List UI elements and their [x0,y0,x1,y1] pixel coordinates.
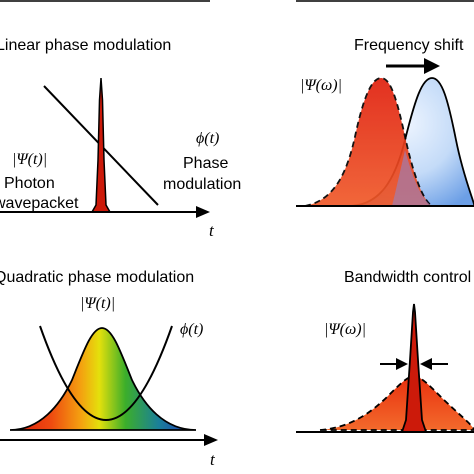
axis-arrowhead-quadratic [204,434,218,446]
phase-label: Phase [183,155,228,172]
modulation-label: modulation [163,176,241,193]
overlap-region [392,150,432,206]
psi-omega-label-bandwidth: |Ψ(ω)| [324,321,366,338]
axis-arrowhead-linear [196,206,210,218]
wavepacket-label: wavepacket [0,195,79,212]
broad-spectrum [319,375,474,431]
panel-title-linear: Linear phase modulation [0,37,171,54]
panel-title-bandwidth: Bandwidth control [344,269,471,286]
panel-quadratic-phase: Quadratic phase modulation |Ψ(t)| ϕ(t) t [0,269,218,469]
photon-wavepacket-pulse [90,77,112,213]
phi-t-label-quadratic: ϕ(t) [180,321,203,338]
panel-title-frequency-shift: Frequency shift [354,37,464,54]
bandwidth-arrow-right-head [420,358,432,370]
chirped-wavepacket [9,327,197,431]
shift-arrowhead [424,58,440,74]
panel-bandwidth-control: Bandwidth control |Ψ(ω)| [296,269,474,433]
panel-linear-phase: Linear phase modulation t |Ψ(t)| Photon … [0,37,241,240]
narrow-spectrum [400,303,428,433]
panel-title-quadratic: Quadratic phase modulation [0,269,194,286]
psi-t-label-quadratic: |Ψ(t)| [80,295,115,312]
bandwidth-arrow-left-head [396,358,408,370]
axis-label-t-quadratic: t [210,450,216,469]
quadratic-phase-curve [39,325,173,421]
psi-t-label-linear: |Ψ(t)| [12,151,47,168]
panel-frequency-shift: Frequency shift |Ψ(ω)| [296,37,474,207]
phi-t-label-linear: ϕ(t) [196,130,219,147]
photon-label: Photon [4,175,55,192]
axis-label-t-linear: t [209,221,215,240]
psi-omega-label-freq: |Ψ(ω)| [300,77,342,94]
